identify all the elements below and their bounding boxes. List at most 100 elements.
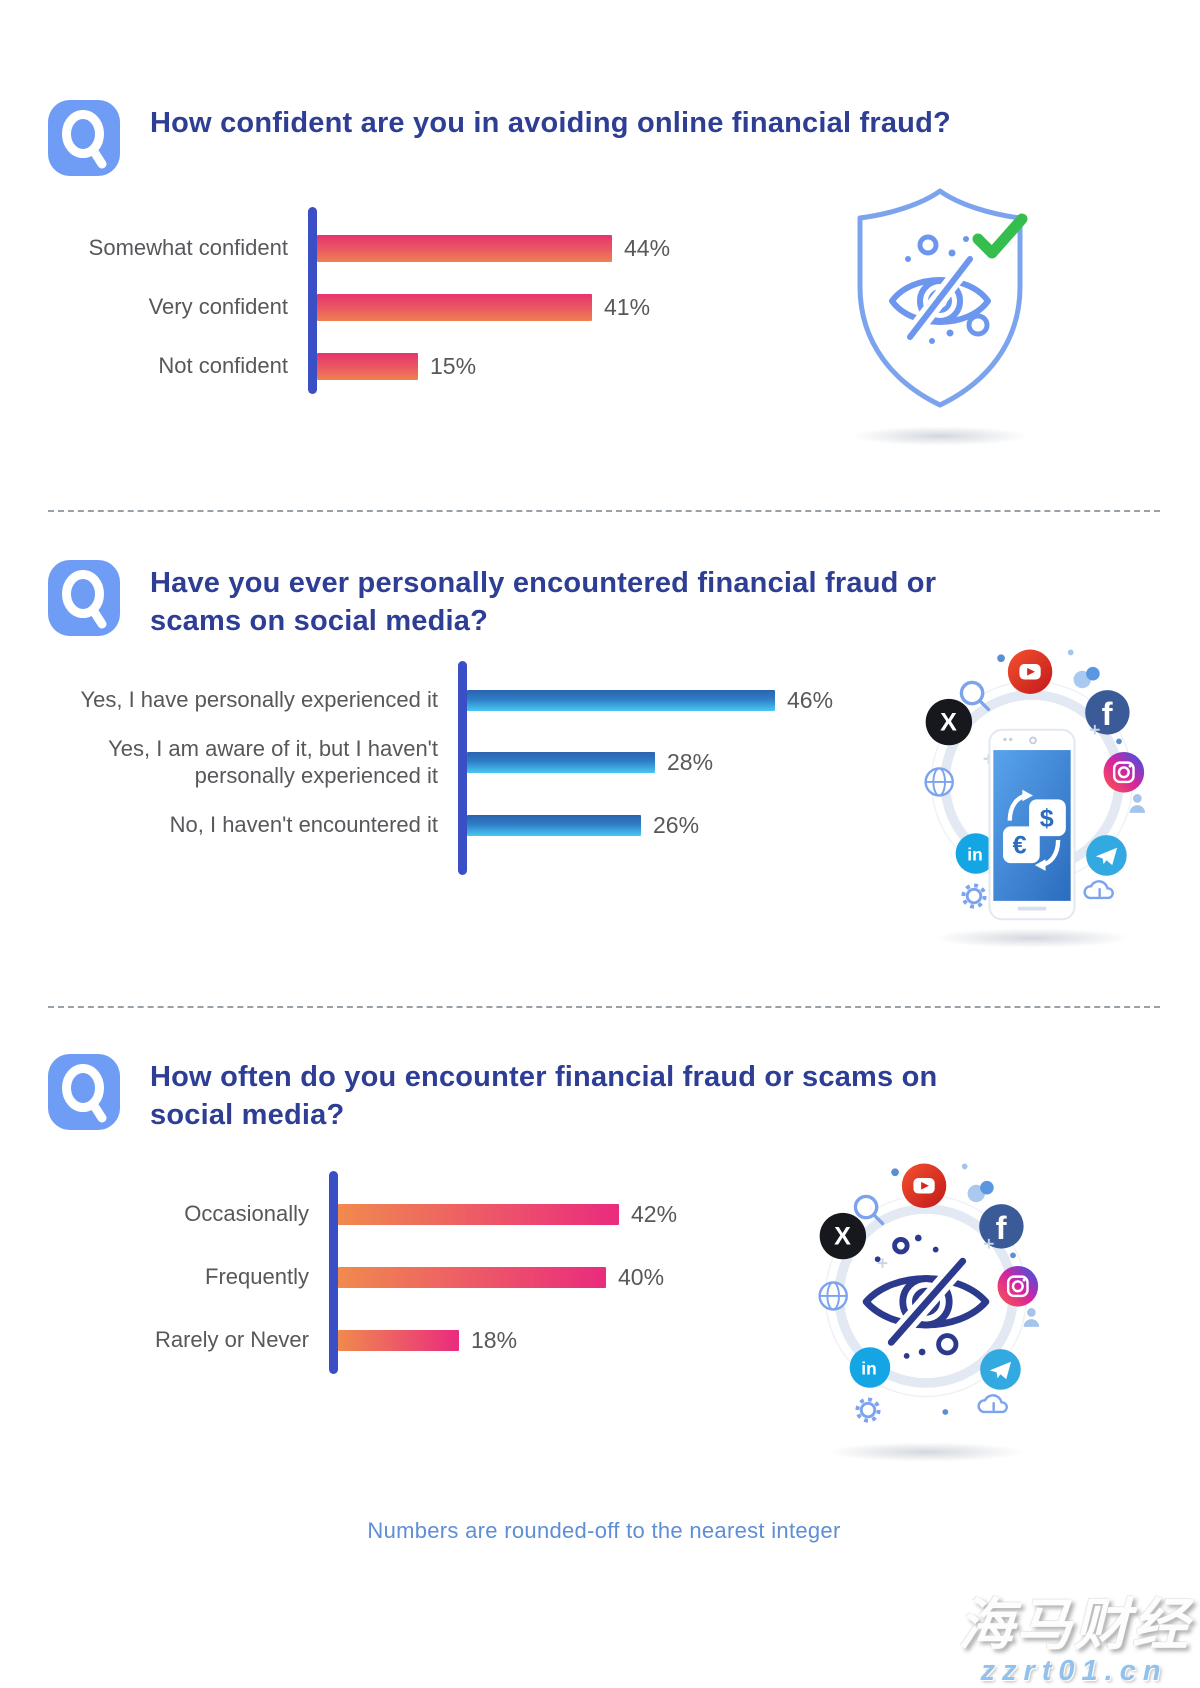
- category-label: No, I haven't encountered it: [169, 811, 438, 837]
- plus-mark: [877, 1258, 888, 1268]
- chart-row: Somewhat confident 44%: [48, 235, 840, 262]
- youtube-icon: [1007, 649, 1053, 694]
- section-divider: [48, 1006, 1160, 1008]
- illustration-shadow: [826, 1442, 1026, 1462]
- chart-row: Yes, I am aware of it, but I haven't per…: [48, 736, 916, 790]
- telegram-icon: [980, 1349, 1021, 1390]
- phone-social-ring-illustration: f: [916, 635, 1148, 948]
- youtube-icon: [901, 1163, 947, 1208]
- question-title: How confident are you in avoiding online…: [150, 107, 951, 139]
- cloud-download-icon: [1083, 880, 1114, 900]
- svg-text:X: X: [940, 709, 957, 737]
- category-label: Not confident: [158, 353, 288, 379]
- svg-text:$: $: [1040, 804, 1054, 832]
- section-q3: How often do you encounter financial fra…: [48, 1054, 1160, 1462]
- svg-text:X: X: [834, 1223, 851, 1251]
- instagram-icon: [997, 1266, 1039, 1307]
- category-label: Yes, I have personally experienced it: [80, 687, 438, 713]
- category-label: Somewhat confident: [88, 235, 288, 261]
- cloud-download-icon: [977, 1394, 1008, 1414]
- value-label: 42%: [631, 1201, 678, 1227]
- section-divider: [48, 510, 1160, 512]
- value-label: 15%: [430, 353, 477, 379]
- question-icon: [48, 560, 120, 641]
- dot: [1116, 738, 1122, 745]
- value-label: 46%: [787, 687, 834, 713]
- dot: [942, 1409, 949, 1415]
- chart-row: Yes, I have personally experienced it 46%: [48, 687, 916, 714]
- facebook-icon: f: [979, 1204, 1024, 1249]
- watermark-chinese-text: 海马财经: [958, 1593, 1190, 1656]
- bar: [317, 294, 592, 321]
- watermark: 海马财经 zzrt01.cn: [958, 1597, 1190, 1686]
- plus-mark: [1090, 724, 1100, 735]
- phone-currency-exchange-icon: € $: [988, 728, 1076, 921]
- telegram-icon: [1086, 835, 1127, 876]
- value-label: 41%: [604, 294, 651, 320]
- footer-note: Numbers are rounded-off to the nearest i…: [367, 1518, 841, 1543]
- section-q1: How confident are you in avoiding online…: [48, 100, 1160, 446]
- bar: [467, 690, 775, 711]
- question-title: Have you ever personally encountered fin…: [150, 567, 937, 638]
- chart-row: Rarely or Never 18%: [84, 1327, 810, 1354]
- svg-text:f: f: [1102, 695, 1113, 732]
- chart-axis: [329, 1171, 338, 1374]
- value-label: 44%: [624, 235, 671, 261]
- chart-row: Frequently 40%: [84, 1264, 810, 1291]
- chart-row: No, I haven't encountered it 26%: [48, 812, 916, 839]
- bar: [467, 752, 655, 774]
- category-label: Frequently: [205, 1264, 309, 1290]
- section-q2: Have you ever personally encountered fin…: [48, 560, 1160, 948]
- illustration-shadow: [932, 928, 1132, 948]
- svg-text:€: €: [1013, 832, 1027, 860]
- check-icon: [972, 213, 1028, 259]
- value-label: 40%: [618, 1264, 665, 1290]
- bar: [338, 1267, 606, 1288]
- instagram-icon: [1103, 752, 1145, 793]
- hidden-eye-icon: [862, 1234, 990, 1359]
- category-label: Rarely or Never: [154, 1327, 309, 1353]
- illustration-shadow: [850, 426, 1030, 446]
- category-label: Yes, I am aware of it, but I haven't per…: [108, 736, 438, 788]
- dot: [1010, 1252, 1016, 1259]
- dot: [997, 654, 1005, 663]
- chart-confidence: Somewhat confident 44% Very confident 41% No…: [48, 207, 840, 412]
- category-label: Occasionally: [184, 1201, 309, 1227]
- watermark-url-text: zzrt01.cn: [980, 1655, 1168, 1687]
- chart-row: Occasionally 42%: [84, 1201, 810, 1228]
- bar: [338, 1204, 619, 1225]
- search-icon: [959, 680, 991, 712]
- facebook-icon: f: [1085, 690, 1130, 735]
- person-icon: [1129, 794, 1146, 813]
- chart-frequency: Occasionally 42% Frequently 40% Rarely or Ne…: [84, 1171, 810, 1390]
- dot: [1067, 649, 1074, 656]
- chart-axis: [308, 207, 317, 394]
- value-label: 26%: [653, 811, 700, 838]
- question-icon: [48, 1054, 120, 1135]
- linkedin-icon: in: [955, 833, 997, 874]
- value-label: 18%: [471, 1327, 518, 1353]
- chart-encountered-fraud: Yes, I have personally experienced it 46%…: [48, 661, 916, 875]
- linkedin-icon: in: [849, 1347, 891, 1388]
- chart-row: Not confident 15%: [48, 353, 840, 380]
- x-twitter-icon: X: [925, 698, 973, 746]
- chart-axis: [458, 661, 467, 875]
- svg-text:in: in: [967, 844, 982, 864]
- bar: [467, 814, 641, 836]
- chat-bubbles-icon: [1073, 666, 1100, 689]
- dot: [961, 1163, 968, 1170]
- svg-text:in: in: [861, 1358, 876, 1378]
- plus-mark: [984, 1238, 994, 1249]
- bar: [317, 235, 612, 262]
- globe-icon: [818, 1281, 848, 1311]
- value-label: 28%: [667, 749, 714, 776]
- bar: [338, 1330, 459, 1351]
- svg-text:f: f: [996, 1209, 1007, 1246]
- dot: [891, 1168, 899, 1177]
- bar: [317, 353, 418, 380]
- question-icon: [48, 100, 120, 181]
- hidden-eye-icon: [889, 234, 991, 345]
- question-title: How often do you encounter financial fra…: [150, 1061, 938, 1132]
- search-icon: [853, 1194, 885, 1226]
